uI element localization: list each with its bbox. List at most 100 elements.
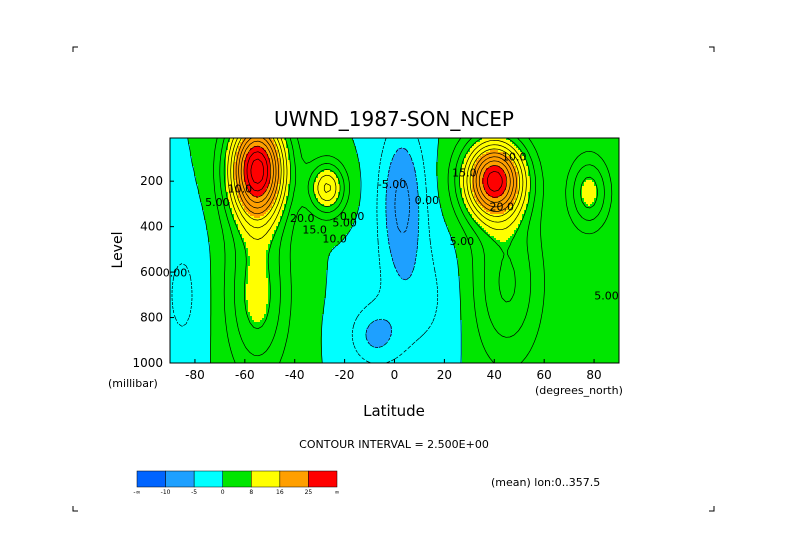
field-cell: [616, 174, 618, 176]
field-cell: [616, 162, 618, 164]
field-cell: [186, 172, 188, 174]
field-cell: [314, 152, 316, 154]
field-cell: [336, 164, 338, 166]
field-cell: [418, 178, 420, 180]
field-cell: [612, 172, 614, 174]
field-cell: [306, 164, 308, 166]
field-cell: [550, 174, 552, 176]
field-cell: [330, 146, 332, 148]
field-cell: [358, 152, 360, 154]
field-cell: [318, 152, 320, 154]
field-cell: [580, 156, 582, 158]
field-cell: [426, 150, 428, 152]
field-cell: [316, 140, 318, 142]
field-cell: [400, 154, 402, 156]
field-cell: [288, 176, 290, 178]
field-cell: [426, 148, 428, 150]
field-cell: [400, 140, 402, 142]
field-cell: [576, 180, 578, 182]
field-cell: [444, 150, 446, 152]
field-cell: [554, 170, 556, 172]
field-cell: [296, 150, 298, 152]
field-cell: [538, 164, 540, 166]
field-cell: [306, 146, 308, 148]
field-cell: [528, 180, 530, 182]
field-cell: [430, 176, 432, 178]
field-cell: [298, 160, 300, 162]
field-cell: [248, 174, 250, 176]
field-cell: [348, 158, 350, 160]
field-cell: [294, 144, 296, 146]
field-cell: [200, 168, 202, 170]
field-cell: [342, 174, 344, 176]
field-cell: [364, 164, 366, 166]
field-cell: [222, 160, 224, 162]
field-cell: [562, 164, 564, 166]
field-cell: [582, 164, 584, 166]
field-cell: [336, 148, 338, 150]
field-cell: [410, 162, 412, 164]
field-cell: [364, 152, 366, 154]
field-cell: [398, 174, 400, 176]
field-cell: [356, 176, 358, 178]
field-cell: [576, 142, 578, 144]
field-cell: [550, 146, 552, 148]
field-cell: [396, 162, 398, 164]
field-cell: [318, 142, 320, 144]
field-cell: [176, 160, 178, 162]
field-cell: [172, 146, 174, 148]
field-cell: [304, 164, 306, 166]
field-cell: [260, 154, 262, 156]
field-cell: [332, 150, 334, 152]
field-cell: [350, 148, 352, 150]
field-cell: [456, 156, 458, 158]
field-cell: [590, 148, 592, 150]
field-cell: [576, 168, 578, 170]
field-cell: [292, 140, 294, 142]
field-cell: [614, 172, 616, 174]
field-cell: [382, 168, 384, 170]
field-cell: [364, 150, 366, 152]
field-cell: [200, 164, 202, 166]
field-cell: [192, 178, 194, 180]
field-cell: [328, 172, 330, 174]
field-cell: [408, 172, 410, 174]
field-cell: [526, 168, 528, 170]
field-cell: [438, 146, 440, 148]
field-cell: [268, 154, 270, 156]
field-cell: [610, 156, 612, 158]
field-cell: [440, 178, 442, 180]
field-cell: [576, 164, 578, 166]
field-cell: [554, 174, 556, 176]
field-cell: [470, 156, 472, 158]
field-cell: [396, 158, 398, 160]
field-cell: [390, 168, 392, 170]
field-cell: [220, 170, 222, 172]
field-cell: [300, 166, 302, 168]
field-cell: [302, 162, 304, 164]
field-cell: [496, 178, 498, 180]
field-cell: [368, 156, 370, 158]
field-cell: [456, 154, 458, 156]
field-cell: [552, 164, 554, 166]
field-cell: [432, 154, 434, 156]
field-cell: [434, 158, 436, 160]
field-cell: [384, 146, 386, 148]
field-cell: [420, 178, 422, 180]
field-cell: [594, 172, 596, 174]
field-cell: [362, 160, 364, 162]
field-cell: [486, 170, 488, 172]
field-cell: [386, 148, 388, 150]
field-cell: [428, 180, 430, 182]
field-cell: [394, 170, 396, 172]
field-cell: [604, 148, 606, 150]
field-cell: [202, 178, 204, 180]
field-cell: [292, 166, 294, 168]
field-cell: [606, 152, 608, 154]
field-cell: [196, 158, 198, 160]
field-cell: [612, 168, 614, 170]
field-cell: [564, 172, 566, 174]
field-cell: [288, 168, 290, 170]
field-cell: [340, 166, 342, 168]
field-cell: [256, 174, 258, 176]
